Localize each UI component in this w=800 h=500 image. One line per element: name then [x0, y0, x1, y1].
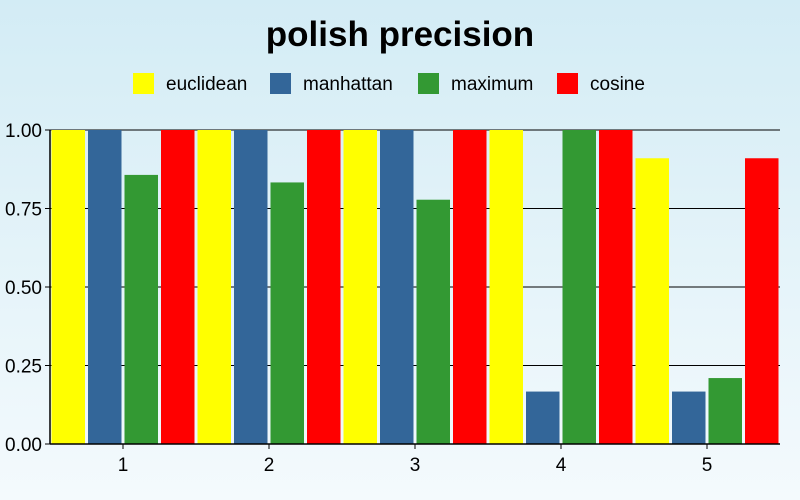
- x-tick-label: 2: [264, 455, 275, 476]
- bars: [51, 130, 779, 445]
- legend-swatch-euclidean: [133, 73, 154, 94]
- bar-cosine-4: [599, 130, 633, 444]
- chart-title: polish precision: [266, 15, 534, 54]
- bar-euclidean-3: [343, 130, 377, 444]
- y-tick-labels: 0.00 0.25 0.50 0.75 1.00: [5, 121, 50, 456]
- y-tick-label: 0.25: [5, 357, 42, 378]
- bar-maximum-1: [124, 174, 158, 445]
- legend-label-manhattan: manhattan: [303, 74, 393, 95]
- bar-cosine-5: [745, 158, 779, 444]
- bar-cosine-1: [161, 130, 195, 444]
- bar-cosine-3: [453, 130, 487, 444]
- legend-swatch-manhattan: [270, 73, 291, 94]
- legend-label-maximum: maximum: [451, 74, 533, 95]
- bar-euclidean-4: [489, 130, 523, 444]
- y-tick-label: 1.00: [5, 121, 42, 142]
- bar-euclidean-2: [197, 130, 231, 444]
- legend-swatch-cosine: [557, 73, 578, 94]
- bar-manhattan-4: [526, 391, 560, 444]
- grid-lines: [50, 129, 780, 445]
- x-tick-labels: 1 2 3 4 5: [118, 444, 713, 476]
- bar-maximum-2: [270, 182, 304, 445]
- bar-maximum-3: [416, 199, 450, 444]
- y-tick-label: 0.00: [5, 435, 42, 456]
- bar-maximum-5: [708, 378, 742, 444]
- bar-manhattan-3: [380, 130, 414, 444]
- legend-swatch-maximum: [418, 73, 439, 94]
- y-tick-label: 0.50: [5, 278, 42, 299]
- x-tick-label: 3: [410, 455, 421, 476]
- bar-euclidean-1: [51, 130, 85, 444]
- legend-label-euclidean: euclidean: [166, 74, 247, 95]
- bar-cosine-2: [307, 130, 341, 444]
- legend-label-cosine: cosine: [590, 74, 645, 95]
- bar-manhattan-2: [234, 130, 268, 444]
- legend: euclidean manhattan maximum cosine: [133, 73, 645, 95]
- bar-maximum-4: [562, 130, 596, 444]
- bar-euclidean-5: [635, 158, 669, 444]
- y-tick-label: 0.75: [5, 200, 42, 221]
- bar-manhattan-5: [672, 391, 706, 444]
- x-tick-label: 4: [556, 455, 567, 476]
- x-tick-label: 1: [118, 455, 129, 476]
- x-tick-label: 5: [702, 455, 713, 476]
- bar-manhattan-1: [88, 130, 122, 444]
